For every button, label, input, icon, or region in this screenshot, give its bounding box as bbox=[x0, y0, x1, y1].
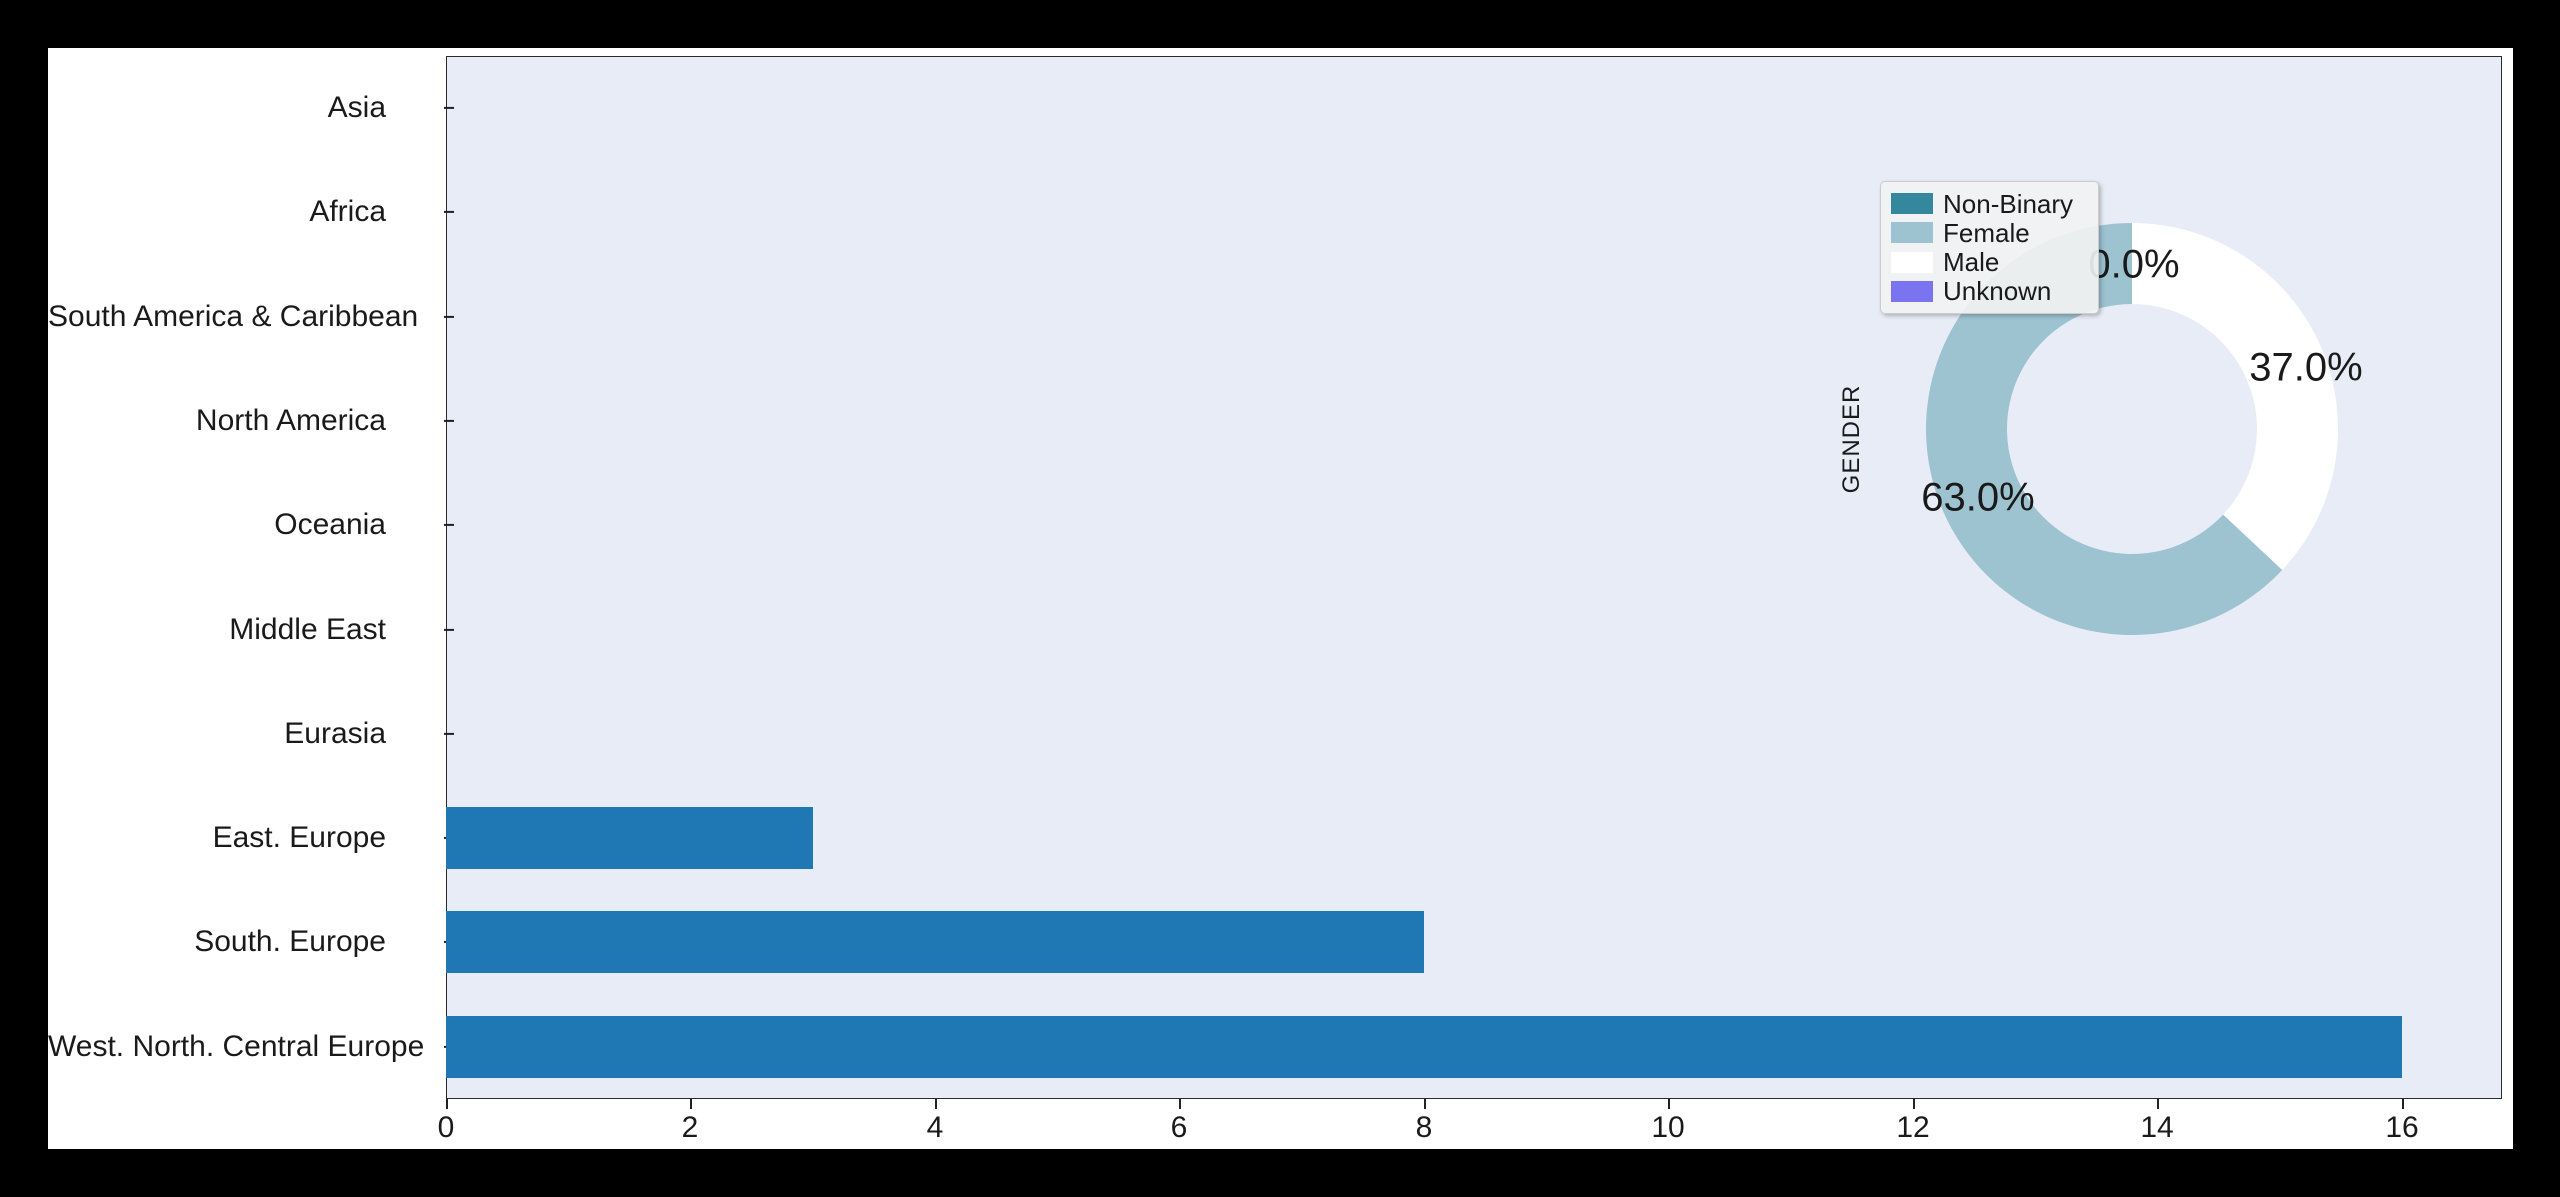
svg-text:63.0%: 63.0% bbox=[1921, 476, 2034, 520]
svg-text:37.0%: 37.0% bbox=[2249, 346, 2362, 390]
svg-text:0.0%: 0.0% bbox=[2088, 243, 2179, 287]
